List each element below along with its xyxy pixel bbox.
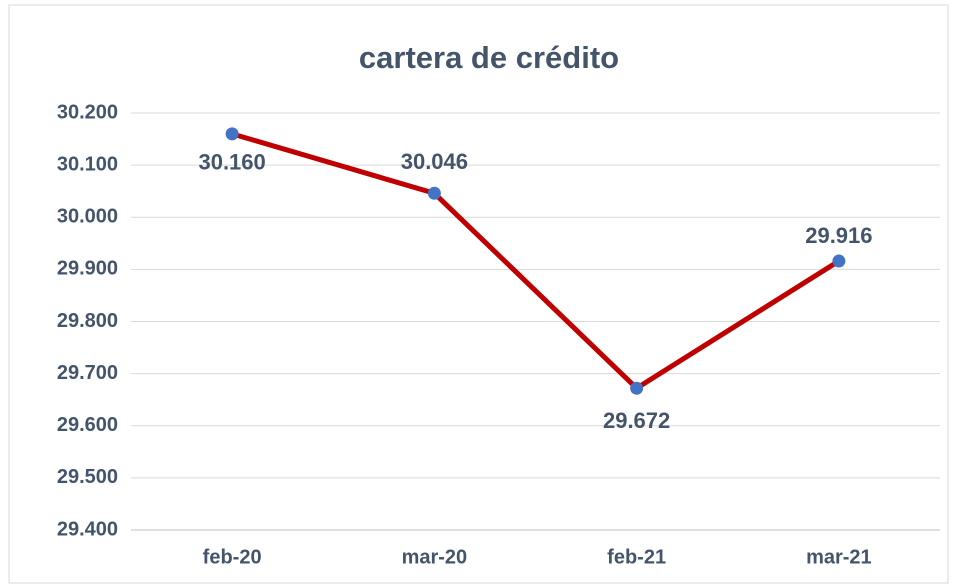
x-tick-label: mar-21 [806,546,872,568]
data-label: 29.916 [805,223,872,248]
data-label: 30.046 [401,149,468,174]
marker [427,186,441,200]
x-tick-label: feb-20 [203,546,262,568]
y-tick-label: 29.800 [57,310,118,332]
chart-title: cartera de crédito [359,40,619,75]
marker [225,127,239,141]
line [231,131,841,391]
y-tick-label: 29.400 [57,518,118,540]
y-tick-label: 29.600 [57,414,118,436]
marker [832,254,846,268]
x-tick-label: mar-20 [402,546,468,568]
data-label: 29.672 [603,408,670,433]
y-tick-label: 29.500 [57,466,118,488]
y-tick-label: 29.700 [57,362,118,384]
data-label: 30.160 [198,150,265,175]
y-tick-label: 29.900 [57,258,118,280]
y-tick-label: 30.200 [57,101,118,123]
y-tick-label: 30.000 [57,206,118,228]
y-tick-label: 30.100 [57,153,118,175]
chart-border [8,4,949,584]
x-tick-label: feb-21 [607,546,666,568]
marker [630,381,644,395]
